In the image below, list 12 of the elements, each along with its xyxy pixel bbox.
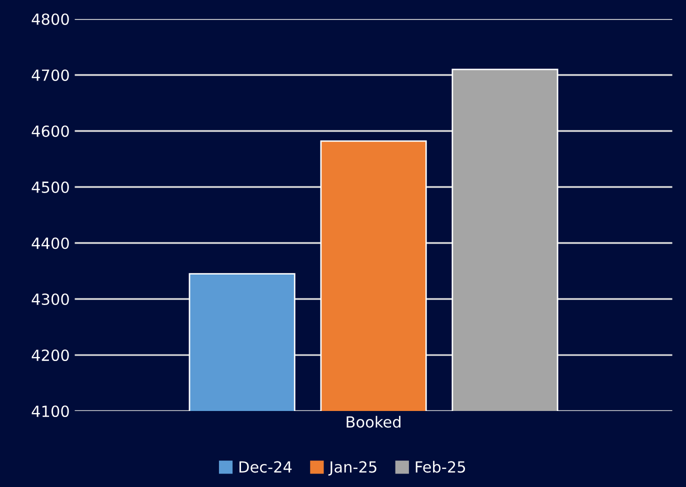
y-tick-label: 4300 (32, 293, 69, 306)
legend-label: Feb-25 (416, 460, 466, 473)
legend-label: Dec-24 (239, 461, 292, 473)
y-tick-label: 4700 (32, 69, 69, 82)
y-tick-label: 4800 (32, 13, 69, 26)
y-tick-label: 4400 (32, 237, 69, 250)
y-tick-label: 4500 (32, 181, 69, 194)
y-tick-label: 4600 (32, 125, 69, 138)
x-tick-label: Booked (346, 416, 400, 428)
y-tick-label: 4200 (32, 349, 69, 362)
legend-label: Jan-25 (328, 461, 376, 476)
y-tick-label: 4100 (32, 405, 69, 418)
